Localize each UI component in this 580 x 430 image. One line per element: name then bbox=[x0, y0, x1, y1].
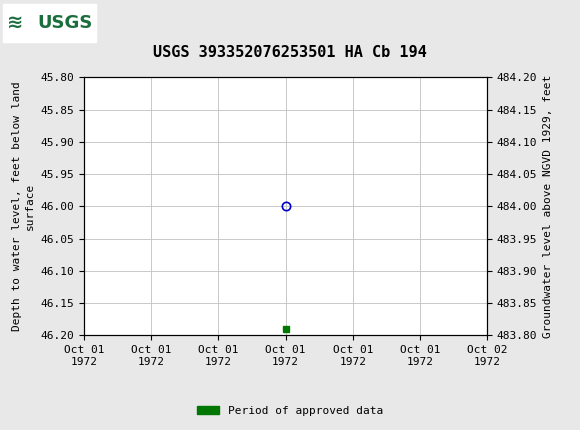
Text: USGS: USGS bbox=[38, 14, 93, 31]
Bar bbox=[3, 3, 96, 42]
Legend: Period of approved data: Period of approved data bbox=[193, 401, 387, 420]
Y-axis label: Groundwater level above NGVD 1929, feet: Groundwater level above NGVD 1929, feet bbox=[543, 75, 553, 338]
Text: USGS 393352076253501 HA Cb 194: USGS 393352076253501 HA Cb 194 bbox=[153, 45, 427, 60]
Y-axis label: Depth to water level, feet below land
surface: Depth to water level, feet below land su… bbox=[12, 82, 35, 331]
Text: ≋: ≋ bbox=[7, 13, 23, 32]
